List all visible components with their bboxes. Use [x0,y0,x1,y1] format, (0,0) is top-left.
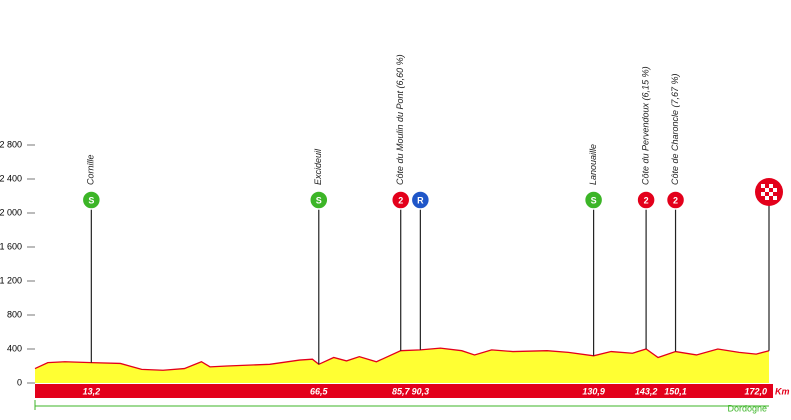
badge-label: 2 [673,195,678,205]
waypoint-name: Cornille [86,154,96,185]
y-tick-label: 2 800 [0,139,22,149]
waypoint-name: Côte du Pervendoux (6,15 %) [640,66,650,185]
waypoint-badge [583,190,604,210]
waypoint-badge [390,190,411,210]
waypoint-name: Excideuil [313,148,323,185]
finish-check [761,192,765,196]
badge-label: 2 [644,195,649,205]
km-band [35,384,773,398]
badge-label: R [417,195,424,205]
y-tick-label: 1 600 [0,241,22,251]
km-label: 143,2 [635,386,658,396]
km-label: 90,3 [412,386,430,396]
y-tick-label: 2 000 [0,207,22,217]
y-tick-label: 400 [7,343,22,353]
waypoint-name: Lanouaille [588,144,598,185]
finish-check [765,196,769,200]
finish-check [769,192,773,196]
finish-flag [755,178,783,206]
waypoint-name: Côte de Charoncle (7,67 %) [670,73,680,185]
finish-check [773,196,777,200]
badge-label: S [88,195,94,205]
finish-check [761,184,765,188]
region-label: Dordogne [727,403,767,413]
y-tick-label: 0 [17,377,22,387]
y-tick-label: 800 [7,309,22,319]
waypoint-badge [665,190,686,210]
finish-check [769,184,773,188]
waypoint-badge [410,190,431,210]
km-label: 150,1 [664,386,687,396]
badge-label: S [316,195,322,205]
unit-label: Km [775,386,790,396]
km-label: 172,0 [744,386,767,396]
km-label: 85,7 [392,386,411,396]
y-tick-label: 2 400 [0,173,22,183]
waypoint-badge [81,190,102,210]
km-label: 13,2 [83,386,101,396]
badge-label: 2 [398,195,403,205]
km-label: 130,9 [582,386,605,396]
km-label: 66,5 [310,386,329,396]
waypoint-badge [309,190,329,210]
y-tick-label: 1 200 [0,275,22,285]
waypoint-name: Côte du Moulin du Pont (6,60 %) [395,54,405,185]
finish-check [773,188,777,192]
profile-area [35,348,769,383]
waypoint-badge [636,190,656,210]
badge-label: S [591,195,597,205]
finish-check [765,188,769,192]
